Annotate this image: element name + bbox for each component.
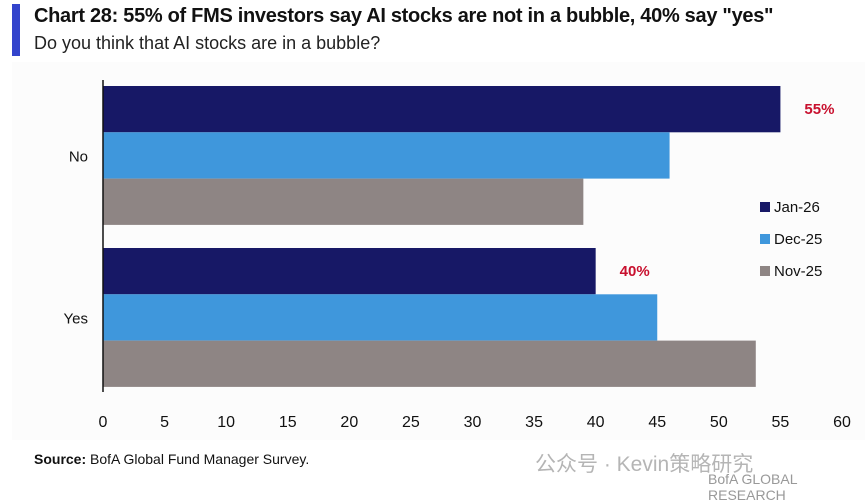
bar-yes-nov-25 — [103, 340, 756, 387]
bar-yes-jan-26 — [103, 248, 596, 295]
bar-no-dec-25 — [103, 132, 670, 179]
data-label: 55% — [804, 101, 834, 118]
x-tick-label: 10 — [217, 414, 235, 431]
x-tick-label: 50 — [710, 414, 728, 431]
legend-label: Dec-25 — [774, 231, 822, 248]
brand-mark: BofA GLOBAL RESEARCH — [708, 471, 797, 503]
bar-yes-dec-25 — [103, 294, 658, 341]
legend-label: Nov-25 — [774, 263, 822, 280]
x-tick-label: 30 — [464, 414, 482, 431]
legend-swatch-jan-26 — [760, 202, 770, 212]
chart-title: Chart 28: 55% of FMS investors say AI st… — [34, 5, 774, 27]
bar-no-jan-26 — [103, 86, 781, 133]
x-tick-label: 35 — [525, 414, 543, 431]
legend-swatch-dec-25 — [760, 234, 770, 244]
source-note: Source: BofA Global Fund Manager Survey. — [34, 451, 309, 467]
legend-label: Jan-26 — [774, 199, 820, 216]
x-tick-label: 25 — [402, 414, 420, 431]
watermark: 公众号 · Kevin策略研究 — [535, 453, 754, 476]
bar-no-nov-25 — [103, 178, 584, 225]
title-accent-bar — [12, 4, 20, 56]
x-tick-label: 5 — [160, 414, 169, 431]
x-tick-label: 60 — [833, 414, 851, 431]
chart-subtitle: Do you think that AI stocks are in a bub… — [34, 33, 381, 53]
x-tick-label: 0 — [99, 414, 108, 431]
data-label: 40% — [620, 263, 650, 280]
source-text: BofA Global Fund Manager Survey. — [86, 451, 310, 467]
x-tick-label: 20 — [340, 414, 358, 431]
source-label: Source: — [34, 451, 87, 467]
x-tick-label: 45 — [648, 414, 666, 431]
x-tick-label: 15 — [279, 414, 297, 431]
legend-swatch-nov-25 — [760, 266, 770, 276]
category-label-no: No — [69, 148, 88, 165]
x-tick-label: 55 — [772, 414, 790, 431]
category-label-yes: Yes — [64, 310, 88, 327]
x-tick-label: 40 — [587, 414, 605, 431]
